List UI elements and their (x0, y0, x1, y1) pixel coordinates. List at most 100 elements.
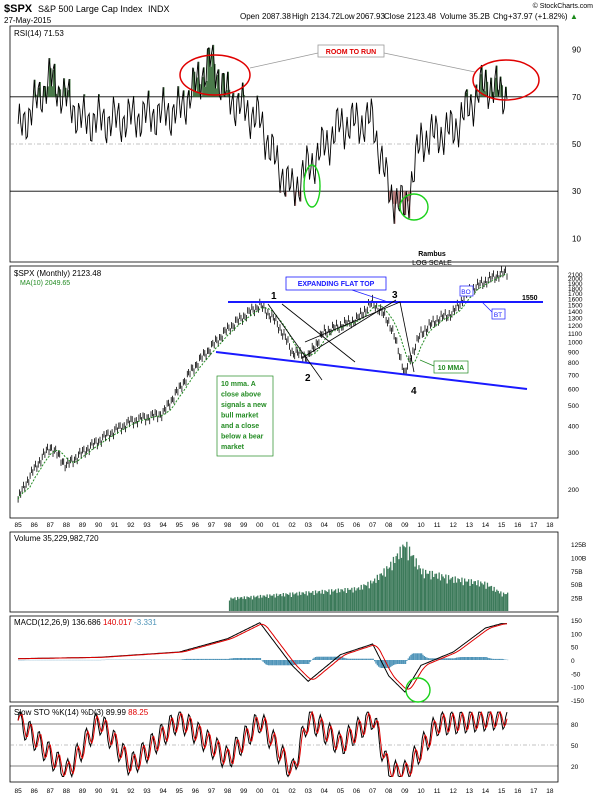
volume-bar (293, 594, 295, 611)
macd-tick-label: -100 (571, 685, 584, 692)
volume-bar (288, 594, 290, 611)
x-axis-label: 92 (127, 522, 135, 529)
macd-hist-bar (496, 658, 498, 660)
price-tick-label: 200 (568, 487, 579, 494)
volume-bar (427, 573, 429, 611)
x-axis-label: 09 (401, 788, 409, 795)
x-axis-label: 85 (14, 522, 22, 529)
volume-bar (425, 569, 427, 611)
volume-bar (324, 590, 326, 611)
volume-bar (297, 595, 299, 611)
volume-bar (485, 588, 487, 611)
point-4-label: 4 (411, 386, 417, 397)
macd-hist-bar (469, 657, 471, 660)
macd-hist-bar (365, 658, 368, 660)
macd-hist-bar (324, 656, 326, 660)
macd-legend: MACD(12,26,9) 136.686 140.017 -3.331 (14, 618, 157, 627)
volume-bar (245, 599, 247, 611)
volume-bar (412, 555, 415, 611)
price-tick-label: 1600 (568, 297, 583, 304)
volume-bar (406, 541, 408, 611)
volume-bar (308, 591, 310, 611)
volume-bar (454, 576, 456, 611)
volume-bar (458, 579, 460, 611)
bt-box (491, 308, 506, 320)
x-axis-label: 98 (224, 788, 232, 795)
macd-hist-bar (445, 658, 447, 660)
volume-bar (466, 581, 468, 611)
x-axis-label: 89 (79, 522, 87, 529)
open-value: 2087.38 (262, 12, 291, 21)
macd-hist-bar (282, 660, 284, 666)
rsi-tick-label: 90 (572, 46, 581, 55)
volume-bar (327, 591, 329, 611)
x-axis-label: 89 (79, 788, 87, 795)
macd-hist-bar (208, 658, 211, 660)
x-axis-label: 17 (530, 522, 538, 529)
macd-hist-bar (359, 658, 361, 660)
expanding-flat-top-label: EXPANDING FLAT TOP (298, 281, 375, 288)
volume-bar (275, 593, 278, 611)
point-1-label: 1 (271, 291, 277, 302)
x-axis-label: 86 (31, 522, 39, 529)
macd-panel-frame (9, 615, 559, 703)
volume-bar (423, 578, 425, 611)
macd-hist-bar (250, 658, 252, 660)
macd-hist-bar (451, 658, 454, 660)
macd-hist-bar (425, 656, 427, 660)
macd-signal-line (18, 623, 508, 690)
macd-hist-bar (180, 659, 182, 660)
volume-bar (247, 597, 249, 611)
author-label: Rambus (418, 251, 446, 258)
volume-bar (317, 591, 319, 611)
volume-bar (341, 589, 344, 611)
macd-hist-bar (251, 658, 254, 660)
note-line: market (221, 444, 245, 451)
volume-bar (267, 598, 270, 611)
macd-hist-bar (183, 659, 185, 660)
volume-bar (403, 546, 405, 611)
x-axis-label: 93 (143, 522, 151, 529)
pattern-line-c (301, 299, 397, 359)
macd-hist-bar (482, 657, 485, 660)
price-tick-label: 1100 (568, 331, 582, 338)
macd-hist-bar (493, 658, 495, 660)
macd-hist-bar (442, 658, 444, 660)
macd-hist-bar (306, 660, 309, 664)
volume-bar (359, 589, 361, 611)
symbol-title: $SPX (4, 3, 33, 15)
x-axis-label: 90 (95, 522, 103, 529)
x-axis-label: 87 (47, 522, 55, 529)
note-line: signals a new (221, 402, 267, 409)
price-tick-label: 300 (568, 450, 579, 457)
macd-hist-bar (296, 660, 298, 665)
x-axis-label: 93 (143, 788, 151, 795)
macd-hist-bar (437, 658, 439, 660)
macd-hist-bar (198, 658, 200, 660)
x-axis-label: 07 (369, 788, 377, 795)
macd-hist-bar (227, 658, 229, 660)
volume-bar (337, 588, 339, 611)
volume-bar (382, 575, 384, 611)
x-axis-label: 88 (63, 522, 71, 529)
macd-hist-bar (395, 660, 397, 665)
macd-hist-bar (214, 658, 216, 660)
rsi-tick-label: 30 (572, 187, 581, 196)
macd-hist-bar (429, 658, 431, 660)
high-value: 2134.72 (311, 12, 340, 21)
x-axis-label: 00 (256, 788, 264, 795)
volume-bar (235, 600, 237, 611)
macd-hist-bar (230, 658, 232, 660)
volume-bar (449, 579, 451, 611)
volume-bar (441, 574, 443, 611)
volume-bar (282, 593, 284, 611)
x-axis-label: 97 (208, 522, 216, 529)
macd-hist-bar (235, 658, 237, 660)
pattern-line-d (304, 301, 401, 343)
note-line: bull market (221, 413, 259, 420)
volume-bar (453, 582, 455, 611)
macd-hist-bar (390, 660, 392, 667)
macd-hist-bar (301, 660, 303, 664)
volume-bar (231, 598, 233, 611)
x-axis-label: 09 (401, 522, 409, 529)
